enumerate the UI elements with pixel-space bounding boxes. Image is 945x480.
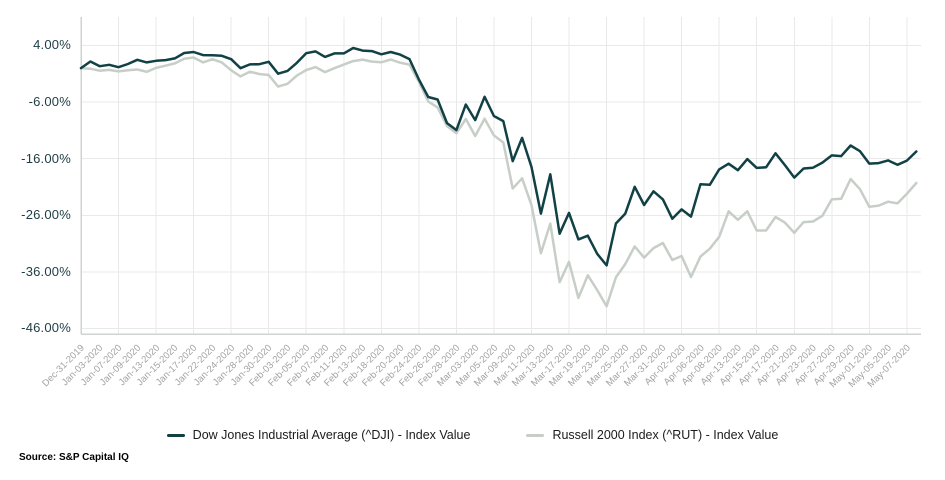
dji-series-line [79, 46, 918, 267]
legend-label-dji: Dow Jones Industrial Average (^DJI) - In… [192, 428, 471, 442]
y-axis-tick-label: -36.00% [21, 263, 71, 279]
source-note: Source: S&P Capital IQ [19, 452, 129, 463]
rut-series-line [79, 56, 918, 308]
legend-label-rut: Russell 2000 Index (^RUT) - Index Value [552, 428, 779, 442]
legend-item-rut: Russell 2000 Index (^RUT) - Index Value [526, 428, 778, 442]
y-axis-tick-label: 4.00% [33, 37, 71, 53]
y-axis-tick-label: -46.00% [21, 320, 71, 336]
dji-line-swatch [166, 433, 185, 437]
chart-legend: Dow Jones Industrial Average (^DJI) - In… [0, 428, 945, 442]
y-axis-tick-label: -26.00% [21, 207, 71, 223]
y-axis-tick-label: -16.00% [21, 150, 71, 166]
legend-item-dji: Dow Jones Industrial Average (^DJI) - In… [166, 428, 471, 442]
y-axis-tick-label: -6.00% [28, 94, 71, 110]
rut-line-swatch [526, 433, 545, 437]
